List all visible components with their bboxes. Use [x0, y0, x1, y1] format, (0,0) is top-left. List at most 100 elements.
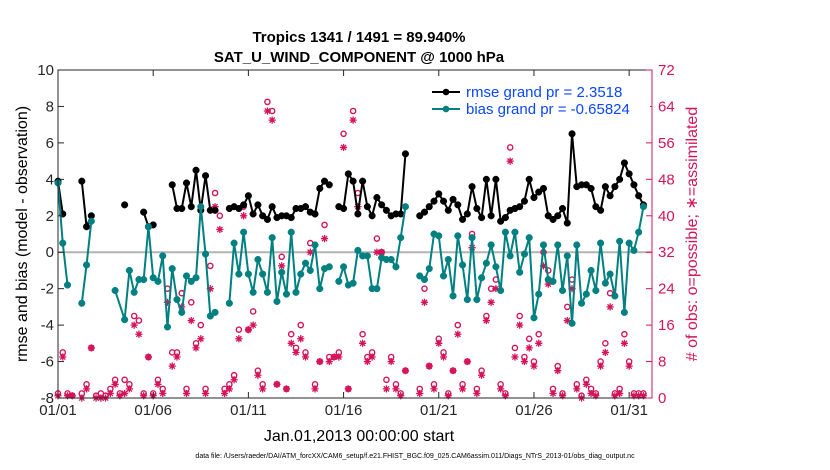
- bias-point: [111, 286, 119, 295]
- obs-possible-marker: [340, 130, 347, 138]
- obs-assimilated-marker: [544, 280, 552, 288]
- bias-point: [182, 272, 191, 280]
- obs-assimilated-marker: [306, 248, 314, 256]
- obs-assimilated-marker: [244, 326, 252, 334]
- obs-assimilated-marker: [506, 157, 514, 165]
- bias-point: [282, 290, 291, 298]
- legend-label-bias: bias grand pr = -0.65824: [466, 101, 630, 118]
- bias-point: [478, 274, 486, 282]
- rmse-point: [468, 183, 476, 191]
- rmse-point: [501, 214, 509, 222]
- bias-point: [140, 276, 148, 284]
- rmse-point: [463, 210, 471, 218]
- bias-point: [206, 312, 214, 320]
- bias-point: [125, 266, 133, 274]
- y-axis-label-left: rmse and bias (model - observation): [14, 106, 31, 362]
- rmse-point: [168, 181, 176, 189]
- rmse-point: [601, 183, 609, 191]
- obs-assimilated-marker: [325, 357, 333, 366]
- rmse-point: [301, 203, 310, 211]
- bias-point: [616, 237, 624, 245]
- obs-assimilated-marker: [297, 335, 305, 343]
- obs-assimilated-marker: [501, 392, 510, 400]
- obs-assimilated-marker: [520, 357, 529, 366]
- bias-point: [606, 270, 614, 278]
- y-right-tick-label: 64: [658, 98, 675, 115]
- obs-assimilated-marker: [249, 321, 257, 329]
- obs-assimilated-marker: [373, 248, 381, 256]
- bias-point: [235, 270, 243, 278]
- obs-possible-marker: [130, 312, 138, 320]
- bias-point: [225, 299, 233, 307]
- rmse-point: [539, 184, 548, 192]
- bias-point: [558, 286, 567, 295]
- data-file-footer: data file: /Users/raeder/DAI/ATM_forcXX/…: [195, 453, 635, 460]
- y-right-tick-label: 0: [658, 390, 666, 407]
- obs-assimilated-marker: [382, 385, 391, 393]
- y-right-tick-label: 32: [658, 244, 675, 261]
- bias-point: [254, 255, 262, 264]
- rmse-point: [563, 219, 571, 227]
- bias-point: [549, 277, 557, 285]
- bias-point: [630, 246, 638, 254]
- obs-assimilated-marker: [163, 298, 172, 306]
- obs-possible-marker: [454, 321, 462, 329]
- obs-assimilated-marker: [492, 285, 500, 293]
- obs-assimilated-marker: [363, 357, 371, 366]
- bias-point: [211, 308, 219, 316]
- bias-point: [154, 277, 162, 285]
- obs-assimilated-marker: [282, 385, 291, 393]
- obs-possible-marker: [197, 321, 205, 329]
- bias-point: [325, 263, 333, 271]
- rmse-point: [192, 166, 200, 174]
- obs-assimilated-marker: [82, 385, 91, 393]
- rmse-point: [525, 175, 533, 183]
- obs-assimilated-marker: [87, 344, 95, 352]
- bias-point: [497, 286, 505, 295]
- bias-point: [597, 239, 605, 247]
- rmse-point: [140, 208, 148, 216]
- bias-point: [568, 319, 576, 327]
- obs-assimilated-marker: [359, 339, 367, 347]
- obs-assimilated-marker: [144, 353, 153, 361]
- obs-assimilated-marker: [530, 362, 538, 370]
- obs-assimilated-marker: [568, 285, 576, 293]
- y-right-tick-label: 48: [658, 171, 675, 188]
- bias-point: [297, 270, 305, 278]
- bias-point: [192, 274, 200, 282]
- obs-assimilated-marker: [439, 353, 448, 361]
- rmse-point: [182, 179, 191, 187]
- bias-point: [187, 277, 195, 285]
- obs-assimilated-marker: [625, 362, 633, 370]
- bias-point: [530, 314, 538, 322]
- legend-label-rmse: rmse grand pr = 2.3518: [466, 84, 622, 101]
- bias-point: [373, 285, 381, 293]
- bias-point: [301, 259, 310, 267]
- obs-possible-marker: [297, 321, 305, 329]
- obs-possible-marker: [511, 344, 519, 352]
- rmse-point: [316, 184, 324, 192]
- obs-assimilated-marker: [473, 389, 481, 398]
- bias-point: [197, 203, 205, 211]
- obs-possible-marker: [121, 376, 128, 384]
- bias-point: [363, 252, 371, 260]
- rmse-point: [254, 201, 262, 209]
- bias-point: [592, 286, 600, 295]
- rmse-point: [287, 214, 295, 222]
- legend-marker-rmse: [442, 88, 450, 96]
- bias-point: [563, 252, 571, 260]
- rmse-point: [435, 190, 443, 198]
- bias-point: [287, 228, 295, 236]
- x-tick-label: 01/01: [39, 402, 77, 419]
- bias-point: [582, 290, 590, 298]
- rmse-point: [630, 181, 638, 189]
- rmse-point: [454, 201, 462, 209]
- bias-point: [354, 246, 362, 254]
- obs-assimilated-marker: [601, 348, 609, 357]
- obs-assimilated-marker: [454, 330, 462, 338]
- rmse-point: [373, 194, 381, 202]
- rmse-point: [401, 150, 410, 158]
- obs-assimilated-marker: [539, 262, 548, 270]
- bias-point: [392, 263, 400, 271]
